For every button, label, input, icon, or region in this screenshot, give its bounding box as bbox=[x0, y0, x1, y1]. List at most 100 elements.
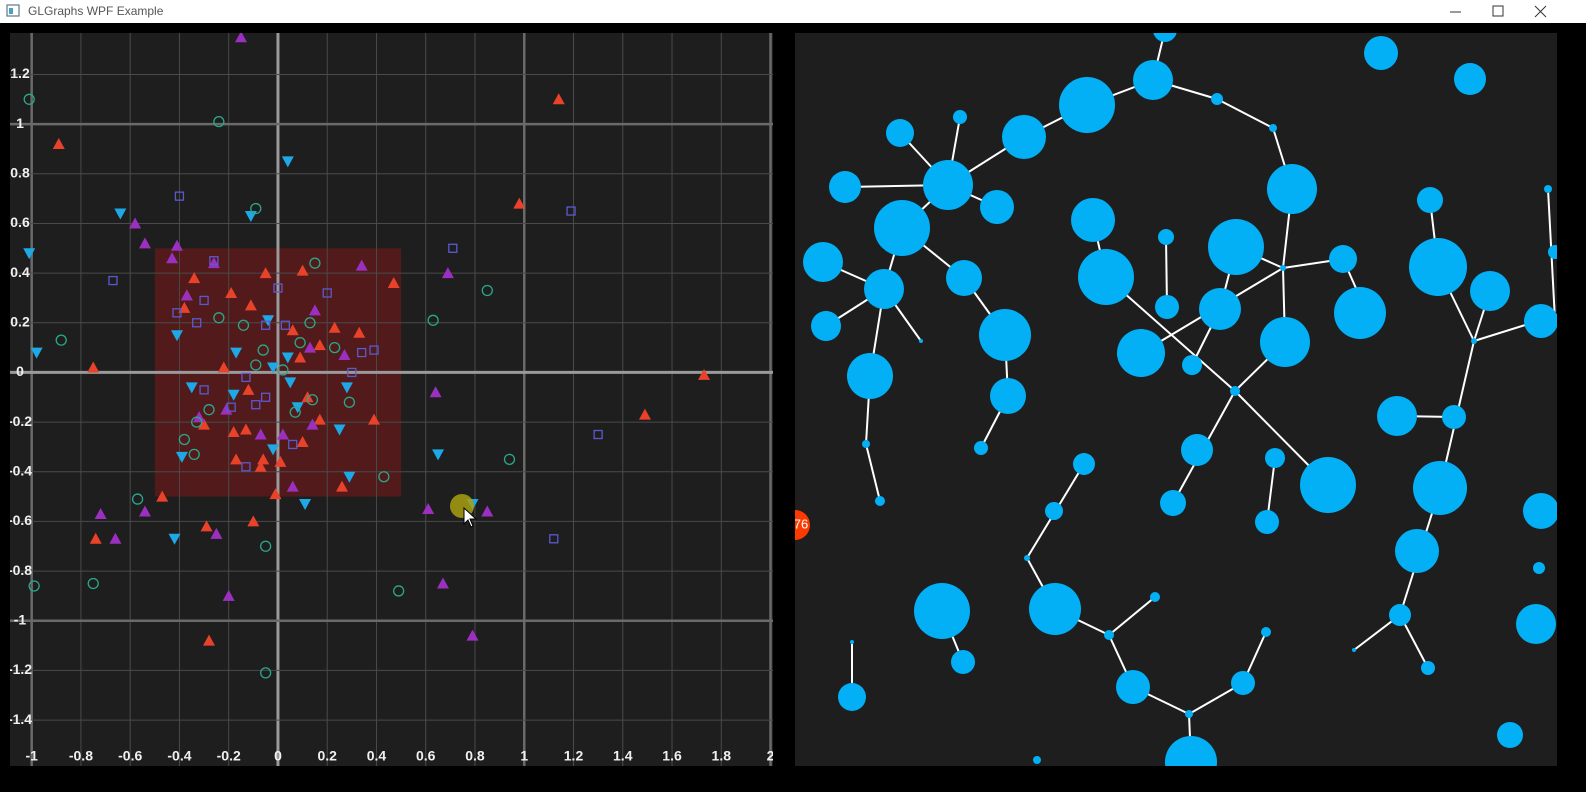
data-point bbox=[259, 267, 272, 279]
x-tick-label: 2 bbox=[767, 748, 775, 764]
y-tick-label: 1 bbox=[16, 115, 24, 131]
y-tick-label: 1.2 bbox=[10, 65, 30, 81]
data-point bbox=[306, 418, 319, 430]
data-point bbox=[284, 377, 297, 389]
selected-node[interactable] bbox=[780, 510, 810, 540]
graph-node bbox=[811, 311, 841, 341]
graph-node bbox=[974, 441, 988, 455]
graph-node bbox=[1497, 722, 1523, 748]
data-point bbox=[222, 589, 235, 601]
data-point bbox=[87, 577, 99, 590]
graph-node bbox=[850, 640, 854, 644]
graph-node bbox=[1104, 630, 1114, 640]
data-point bbox=[188, 272, 201, 284]
data-point bbox=[166, 252, 179, 264]
data-point bbox=[289, 406, 301, 418]
data-point bbox=[227, 426, 240, 438]
data-point bbox=[199, 385, 209, 395]
data-point bbox=[168, 533, 181, 545]
data-point bbox=[170, 239, 183, 251]
data-point bbox=[199, 295, 209, 306]
graph-view[interactable]: 76 bbox=[780, 18, 1562, 788]
graph-node bbox=[953, 110, 967, 124]
graph-edge bbox=[1108, 596, 1156, 636]
data-point bbox=[296, 264, 309, 276]
data-point bbox=[193, 411, 206, 423]
graph-node bbox=[1116, 670, 1150, 704]
data-point bbox=[52, 137, 65, 149]
y-tick-label: -0.8 bbox=[8, 562, 32, 578]
data-point bbox=[210, 527, 223, 539]
data-point bbox=[217, 361, 230, 373]
data-point bbox=[343, 471, 356, 483]
graph-node bbox=[1533, 562, 1545, 574]
graph-node bbox=[951, 650, 975, 674]
y-tick-label: 0 bbox=[16, 363, 24, 379]
graph-node bbox=[1073, 453, 1095, 475]
y-tick-label: 0.2 bbox=[10, 313, 30, 329]
data-point bbox=[280, 320, 290, 330]
graph-background bbox=[795, 33, 1557, 766]
data-point bbox=[241, 372, 251, 383]
data-point bbox=[207, 257, 220, 269]
data-point bbox=[94, 507, 107, 519]
graph-node bbox=[1071, 198, 1115, 242]
graph-node bbox=[1261, 627, 1271, 637]
data-point bbox=[192, 318, 202, 328]
data-point bbox=[313, 413, 326, 425]
data-point bbox=[28, 580, 40, 592]
data-point bbox=[55, 334, 67, 346]
data-point bbox=[267, 362, 280, 374]
x-tick-label: 0.6 bbox=[416, 748, 436, 764]
data-point bbox=[304, 317, 316, 329]
data-point bbox=[436, 577, 449, 589]
data-point bbox=[294, 336, 306, 349]
graph-node bbox=[1409, 238, 1467, 296]
data-point bbox=[286, 324, 299, 336]
data-point bbox=[432, 449, 445, 461]
graph-node bbox=[803, 242, 843, 282]
graph-node bbox=[1334, 287, 1386, 339]
close-button[interactable] bbox=[1534, 5, 1547, 18]
graph-edge bbox=[1216, 98, 1274, 129]
data-point bbox=[239, 423, 252, 435]
graph-node bbox=[1442, 405, 1466, 429]
scatter-plot[interactable]: 1.2 1 0.8 0.6 0.4 0.2 0 -0.2 -0.4 -0.6 -0.8 -1 -1.2 -… bbox=[8, 31, 775, 766]
x-tick-label: 1.4 bbox=[613, 748, 633, 764]
graph-node bbox=[1165, 736, 1217, 766]
graph-node bbox=[1395, 529, 1439, 573]
data-point bbox=[200, 520, 213, 532]
data-point bbox=[566, 206, 576, 216]
y-tick-label: -0.6 bbox=[8, 512, 32, 528]
data-point bbox=[281, 156, 294, 168]
y-tick-label: 0.6 bbox=[10, 214, 30, 230]
data-point bbox=[288, 439, 298, 450]
graph-node bbox=[1524, 304, 1557, 338]
data-point bbox=[170, 330, 183, 342]
y-tick-label: -0.2 bbox=[8, 413, 32, 429]
graph-node bbox=[1352, 648, 1356, 652]
data-point bbox=[333, 424, 346, 436]
data-point bbox=[552, 93, 565, 105]
maximize-button[interactable] bbox=[1492, 5, 1504, 17]
data-point bbox=[429, 386, 442, 398]
graph-node bbox=[829, 171, 861, 203]
data-point bbox=[156, 490, 169, 502]
data-point bbox=[180, 289, 193, 301]
data-point bbox=[267, 444, 280, 456]
x-tick-label: -0.2 bbox=[217, 748, 241, 764]
data-point bbox=[309, 257, 321, 269]
data-point bbox=[347, 367, 357, 378]
graph-node bbox=[847, 353, 893, 399]
data-point bbox=[294, 351, 307, 363]
data-point bbox=[227, 389, 240, 401]
y-tick-label: 0.8 bbox=[10, 164, 30, 180]
graph-edge bbox=[1105, 276, 1236, 392]
data-point bbox=[378, 471, 390, 483]
graph-node bbox=[1523, 493, 1557, 529]
graph-node bbox=[1059, 77, 1115, 133]
data-point bbox=[369, 345, 379, 355]
graph-node bbox=[923, 160, 973, 210]
graph-node bbox=[875, 496, 885, 506]
data-point bbox=[260, 320, 271, 330]
